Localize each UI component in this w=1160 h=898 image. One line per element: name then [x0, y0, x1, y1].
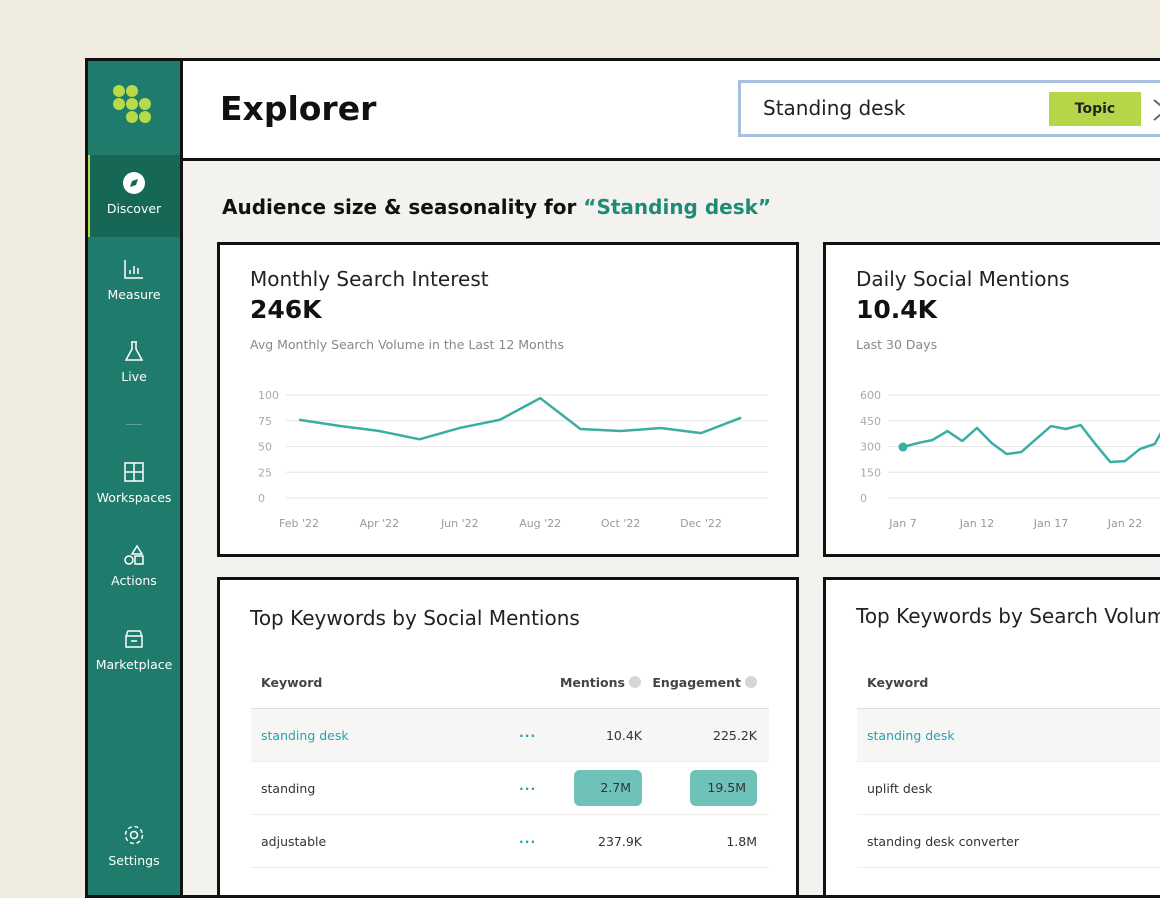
column-header: Keyword [261, 675, 323, 690]
help-icon [629, 676, 641, 688]
table: Keyword Mentions Engagement standing desk 10… [251, 656, 769, 868]
x-tick-label: Jun '22 [440, 517, 479, 530]
metric: 2.7M [574, 770, 642, 806]
metric: 225.2K [713, 728, 757, 743]
keyword: standing desk [867, 728, 955, 743]
chart-card: Daily Social Mentions 10.4K Last 30 Days… [823, 242, 1160, 557]
line-chart: 0 150 300 450 600 Jan 7 Jan 12 Jan 17 Jan 22 [860, 389, 1160, 530]
table-row: adjustable 237.9K 1.8M ··· [251, 815, 769, 868]
nav-label: Measure [107, 287, 161, 302]
data-line [902, 423, 1160, 464]
column-header: Engagement [652, 656, 757, 709]
x-tick-label: Jan 22 [1107, 517, 1142, 530]
keyword: standing desk [261, 728, 349, 743]
metric: 237.9K [598, 834, 642, 849]
card-title: Top Keywords by Social Mentions [250, 606, 580, 630]
keyword: standing [261, 781, 316, 796]
search-text: Standing desk [763, 96, 906, 120]
help-icon [745, 676, 757, 688]
table-card: Top Keywords by Social Mentions Keyword M… [217, 577, 799, 895]
app-window: Discover Measure Live Workspaces Actions… [85, 58, 1160, 898]
y-tick-label: 450 [860, 415, 881, 428]
x-tick-label: Dec '22 [680, 517, 722, 530]
nav-marketplace[interactable]: Marketplace [88, 627, 180, 672]
page-title: Explorer [220, 89, 377, 128]
chart-card: Monthly Search Interest 246K Avg Monthly… [217, 242, 799, 557]
card-title: Monthly Search Interest [250, 267, 489, 291]
nav-settings[interactable]: Settings [88, 823, 180, 868]
keyword: uplift desk [867, 781, 933, 796]
x-tick-label: Jan 17 [1033, 517, 1068, 530]
nav-label: Actions [111, 573, 157, 588]
keyword: standing desk converter [867, 834, 1019, 849]
metric: 19.5M [690, 770, 757, 806]
table-row: standing 2.7M 19.5M ··· [251, 762, 769, 815]
table-row: standing desk converter [857, 815, 1160, 868]
data-line [298, 396, 742, 441]
table-row: standing desk 10.4K 225.2K ··· [251, 709, 769, 762]
y-tick-label: 0 [860, 492, 867, 505]
table: Keyword standing desk uplift desk standing … [857, 656, 1160, 868]
keyword: adjustable [261, 834, 327, 849]
table-header: Keyword Mentions Engagement [251, 656, 769, 709]
active-nav-bg [88, 155, 180, 237]
y-tick-label: 0 [258, 492, 265, 505]
y-tick-label: 300 [860, 441, 881, 454]
nav-live[interactable]: Live [88, 339, 180, 384]
nav-measure[interactable]: Measure [88, 257, 180, 302]
more-menu: ··· [519, 781, 537, 796]
nav-label: Workspaces [96, 490, 172, 505]
y-tick-label: 150 [860, 466, 881, 479]
line-chart: 0 25 50 75 100 Feb '22 Apr '22 Jun '22 Aug '22 Oc… [258, 389, 768, 530]
divider [126, 424, 142, 425]
card-subtitle: Avg Monthly Search Volume in the Last 12… [250, 337, 564, 352]
table-row: uplift desk [857, 762, 1160, 815]
topic-badge: Topic [1049, 92, 1141, 126]
card-value: 246K [250, 295, 322, 324]
column-header: Mentions [560, 656, 641, 709]
header: Explorer Standing desk Topic [183, 61, 1160, 161]
heading-text: Audience size & seasonality for [222, 195, 577, 219]
nav-discover[interactable]: Discover [88, 171, 180, 216]
nav-actions[interactable]: Actions [88, 543, 180, 588]
card-value: 10.4K [856, 295, 938, 324]
start-marker [898, 442, 908, 452]
y-tick-label: 600 [860, 389, 881, 402]
x-tick-label: Jan 12 [959, 517, 994, 530]
y-tick-label: 25 [258, 466, 272, 479]
y-tick-label: 75 [258, 415, 272, 428]
nav-label: Live [121, 369, 147, 384]
card-title: Top Keywords by Search Volume [856, 604, 1160, 628]
logo [113, 85, 151, 123]
metric: 10.4K [605, 728, 642, 743]
more-menu: ··· [519, 834, 537, 849]
nav-label: Discover [106, 201, 162, 216]
x-tick-label: Oct '22 [601, 517, 641, 530]
x-tick-label: Apr '22 [360, 517, 400, 530]
x-tick-label: Aug '22 [519, 517, 561, 530]
heading-topic: “Standing desk” [583, 195, 772, 219]
sidebar: Discover Measure Live Workspaces Actions… [88, 61, 183, 895]
x-tick-label: Feb '22 [279, 517, 319, 530]
y-tick-label: 50 [258, 441, 272, 454]
table-row: standing desk [857, 709, 1160, 762]
table-card: Top Keywords by Search Volume Keyword sta… [823, 577, 1160, 895]
nav-label: Marketplace [95, 657, 173, 672]
card-title: Daily Social Mentions [856, 267, 1070, 291]
card-subtitle: Last 30 Days [856, 337, 938, 352]
metric: 1.8M [726, 834, 757, 849]
page: Discover Measure Live Workspaces Actions… [85, 58, 1160, 898]
more-menu: ··· [519, 728, 537, 743]
nav-workspaces[interactable]: Workspaces [88, 460, 180, 505]
nav-label: Settings [108, 853, 160, 868]
section-heading: Audience size & seasonality for “Standin… [222, 195, 771, 219]
x-tick-label: Jan 7 [888, 517, 916, 530]
search-box[interactable]: Standing desk Topic [738, 80, 1160, 137]
column-header: Keyword [867, 675, 929, 690]
table-header: Keyword [857, 656, 1160, 709]
clear-icon[interactable] [1151, 97, 1160, 121]
y-tick-label: 100 [258, 389, 279, 402]
